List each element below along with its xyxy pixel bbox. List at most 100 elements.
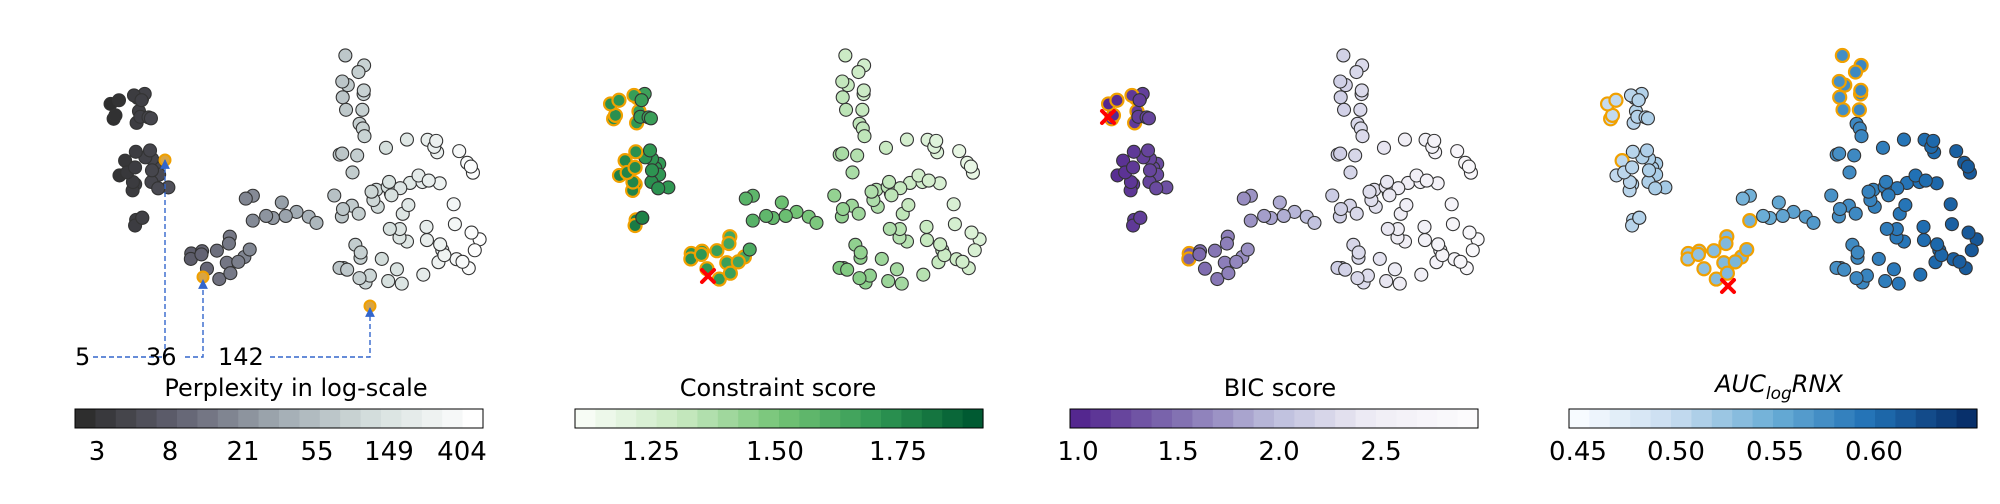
scatter-point xyxy=(809,215,824,230)
scatter-point xyxy=(1343,165,1358,180)
scatter-point xyxy=(878,140,894,155)
scatter-point xyxy=(350,148,365,163)
colorbar-segment xyxy=(1192,409,1214,428)
colorbar-segment xyxy=(1253,409,1275,428)
colorbar-tick: 1.25 xyxy=(622,437,680,467)
colorbar-frame xyxy=(1069,408,1479,429)
colorbar-tick: 2.5 xyxy=(1360,437,1401,467)
scatter-point xyxy=(335,202,351,217)
scatter-point xyxy=(851,64,866,80)
scatter-point xyxy=(1625,160,1640,175)
scatter-point xyxy=(853,245,868,260)
scatter-point xyxy=(111,93,127,108)
colorbar-segment xyxy=(1294,409,1316,428)
scatter-point xyxy=(142,143,158,158)
scatter-point xyxy=(963,159,978,174)
colorbar-segment xyxy=(1630,409,1652,428)
colorbar-tick: 2.0 xyxy=(1258,437,1299,467)
scatter-point xyxy=(381,174,397,189)
scatter-point xyxy=(238,191,253,206)
scatter-point xyxy=(259,208,274,224)
scatter-point xyxy=(352,271,367,286)
scatter-point xyxy=(1333,74,1348,89)
scatter-point xyxy=(1397,132,1412,147)
scatter-point xyxy=(1832,202,1848,217)
scatter-point xyxy=(774,195,789,210)
scatter-point xyxy=(778,208,793,224)
scatter-point xyxy=(421,173,436,188)
colorbar-segment xyxy=(156,409,178,428)
colorbar-segment xyxy=(881,409,902,428)
scatter-point xyxy=(651,181,666,196)
best-point-marker xyxy=(1720,278,1736,294)
scatter-point xyxy=(1353,102,1368,117)
scatter-point xyxy=(1419,173,1434,188)
scatter-point xyxy=(1126,144,1141,159)
scatter-point xyxy=(338,48,353,63)
scatter-point xyxy=(1625,144,1640,159)
scatter-point xyxy=(1427,133,1442,148)
colorbar-segment xyxy=(738,409,760,428)
scatter-point xyxy=(1392,276,1407,291)
scatter-point xyxy=(722,265,738,281)
colorbar-segment xyxy=(1854,409,1876,428)
scatter-point xyxy=(327,188,342,203)
colorbar-segment xyxy=(1314,409,1336,428)
colorbar-segment xyxy=(1569,409,1590,428)
scatter-point xyxy=(1875,140,1891,155)
scatter-point xyxy=(1229,254,1244,269)
scatter-point xyxy=(1414,267,1429,282)
colorbar-segment xyxy=(1335,409,1357,428)
scatter-point xyxy=(1453,254,1468,269)
colorbar-segment xyxy=(95,409,117,428)
scatter-point xyxy=(1431,237,1446,252)
scatter-point xyxy=(1210,272,1225,287)
perplexity-annotation-links xyxy=(93,159,375,358)
colorbar-segment xyxy=(595,409,617,428)
scatter-point xyxy=(309,215,324,230)
scatter-point xyxy=(1257,208,1272,224)
scatter-point xyxy=(1847,64,1864,80)
scatter-point xyxy=(627,159,643,176)
scatter-point xyxy=(1379,174,1395,189)
scatter-point xyxy=(1849,271,1864,286)
scatter-point xyxy=(838,48,853,63)
scatter-point xyxy=(857,129,872,144)
scatter-point xyxy=(933,237,948,252)
scatter-point xyxy=(1886,262,1901,277)
scatter-point xyxy=(1461,159,1476,174)
panel-title-constraint: Constraint score xyxy=(680,374,877,402)
scatter-point xyxy=(1639,143,1655,158)
colorbar-frame xyxy=(574,408,984,429)
scatter-point xyxy=(1387,262,1402,277)
scatter-point xyxy=(642,143,658,158)
scatter-point xyxy=(1964,243,1979,258)
colorbar-segment xyxy=(1437,409,1459,428)
colorbar-segment xyxy=(1589,409,1611,428)
scatter-point xyxy=(1240,242,1255,257)
scatter-point xyxy=(1133,210,1148,225)
colorbar-segment xyxy=(421,409,443,428)
colorbar-segment xyxy=(615,409,637,428)
scatter-point xyxy=(1445,217,1460,232)
scatter-point xyxy=(1881,188,1896,203)
colorbar-tick: 0.45 xyxy=(1549,437,1607,467)
scatter-point xyxy=(1832,146,1847,161)
scatter-point xyxy=(901,198,916,213)
scatter-point xyxy=(929,133,944,148)
scatter-point xyxy=(416,267,431,282)
scatter-point xyxy=(1333,146,1348,161)
scatter-point xyxy=(1891,276,1906,291)
colorbar-tick: 0.55 xyxy=(1746,437,1804,467)
colorbar-tick: 0.50 xyxy=(1647,437,1705,467)
scatter-point xyxy=(1756,208,1771,224)
scatter-point xyxy=(899,132,914,147)
scatter-point xyxy=(1834,47,1850,64)
colorbar-segment xyxy=(1151,409,1173,428)
scatter-point xyxy=(221,236,236,251)
scatter-point xyxy=(378,140,394,155)
scatter-point xyxy=(1132,93,1147,108)
colorbar-segment xyxy=(1834,409,1856,428)
scatter-point xyxy=(1608,92,1624,108)
scatter-point xyxy=(946,197,961,212)
